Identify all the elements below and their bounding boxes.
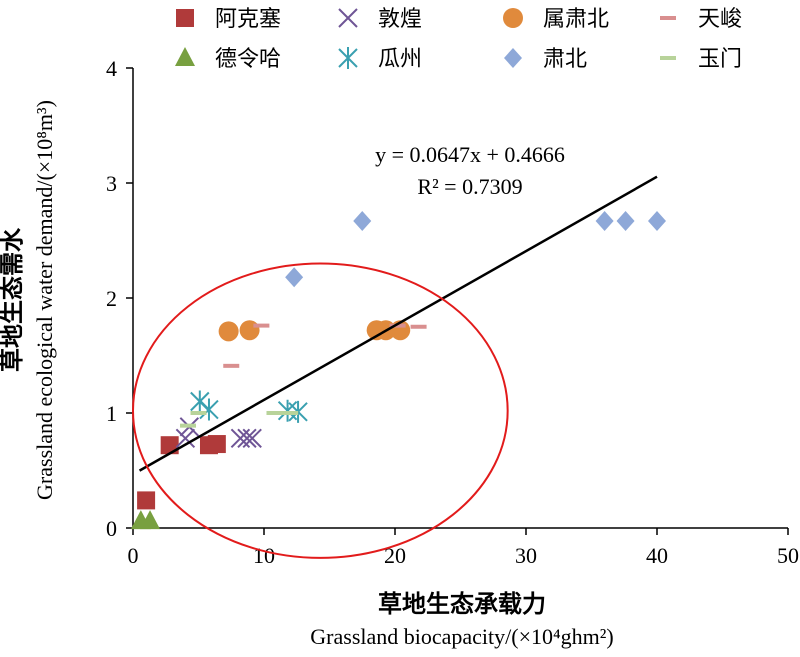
y-tick-label: 2 xyxy=(106,286,117,311)
x-tick-label: 50 xyxy=(777,543,799,568)
legend-item: 肃北 xyxy=(504,47,587,72)
legend-label: 瓜州 xyxy=(378,47,422,72)
legend-marker xyxy=(338,47,358,69)
y-tick-label: 4 xyxy=(106,56,117,81)
x-axis-title-cn: 草地生态承载力 xyxy=(378,590,546,618)
data-point xyxy=(239,320,260,341)
data-point xyxy=(282,411,299,415)
legend-item: 敦煌 xyxy=(338,7,422,32)
legend-marker xyxy=(176,9,194,27)
legend-label: 属肃北 xyxy=(543,7,609,32)
data-point xyxy=(218,321,239,342)
x-tick-label: 10 xyxy=(253,543,275,568)
legend-label: 肃北 xyxy=(543,47,587,72)
data-point xyxy=(410,324,427,329)
legend-marker xyxy=(504,48,522,68)
x-axis-title-en: Grassland biocapacity/(×10⁴ghm²) xyxy=(310,624,613,649)
legend-item: 瓜州 xyxy=(338,47,422,72)
y-tick-label: 0 xyxy=(106,516,117,541)
data-point xyxy=(389,323,406,328)
legend-item: 阿克塞 xyxy=(176,7,281,32)
y-axis-title-en: Grassland ecological water demand/(×10⁸m… xyxy=(32,100,57,500)
x-tick-label: 30 xyxy=(515,543,537,568)
legend-item: 天峻 xyxy=(660,7,742,32)
data-point xyxy=(285,267,304,288)
data-point xyxy=(253,323,270,328)
data-point xyxy=(175,428,196,449)
data-point xyxy=(237,428,257,449)
x-tick-label: 20 xyxy=(384,543,406,568)
x-axis-ticks: 0 10 20 30 40 50 xyxy=(128,528,799,568)
legend-label: 阿克塞 xyxy=(215,7,281,32)
data-point xyxy=(160,436,179,455)
x-tick-label: 40 xyxy=(646,543,668,568)
legend-item: 德令哈 xyxy=(175,47,281,72)
data-point xyxy=(353,210,372,231)
x-tick-label: 0 xyxy=(128,543,139,568)
data-point xyxy=(199,398,219,421)
legend-item: 玉门 xyxy=(660,47,742,72)
plot-area: 0 10 20 30 40 50 0 1 2 3 4 xyxy=(106,56,799,568)
data-point xyxy=(266,411,283,415)
data-point xyxy=(648,210,666,231)
data-point xyxy=(140,510,161,530)
data-point xyxy=(277,399,298,422)
highlight-ellipse xyxy=(131,262,509,559)
data-point xyxy=(595,210,614,231)
data-point xyxy=(616,210,635,231)
legend-marker xyxy=(660,56,676,60)
legend-label: 玉门 xyxy=(698,47,742,72)
y-axis-title-cn: 草地生态需水 xyxy=(0,227,26,372)
y-tick-label: 1 xyxy=(106,401,117,426)
legend-marker xyxy=(503,8,523,28)
trendline xyxy=(138,175,658,472)
y-tick-label: 3 xyxy=(106,171,117,196)
data-point xyxy=(180,423,197,428)
data-point xyxy=(190,411,207,415)
legend-label: 敦煌 xyxy=(378,7,422,32)
legend-label: 德令哈 xyxy=(215,47,281,72)
data-point xyxy=(242,428,262,449)
legend-label: 天峻 xyxy=(698,7,742,32)
legend-item: 属肃北 xyxy=(503,7,609,32)
trendline-r2: R² = 0.7309 xyxy=(417,174,522,199)
data-point xyxy=(207,435,226,454)
trendline-equation: y = 0.0647x + 0.4666 xyxy=(375,142,565,167)
legend-marker xyxy=(660,16,676,20)
data-point xyxy=(223,363,240,368)
y-axis-ticks: 0 1 2 3 4 xyxy=(106,56,133,541)
data-point xyxy=(137,491,156,510)
legend-marker xyxy=(175,47,195,66)
legend-marker xyxy=(338,8,358,28)
data-points xyxy=(130,210,666,530)
